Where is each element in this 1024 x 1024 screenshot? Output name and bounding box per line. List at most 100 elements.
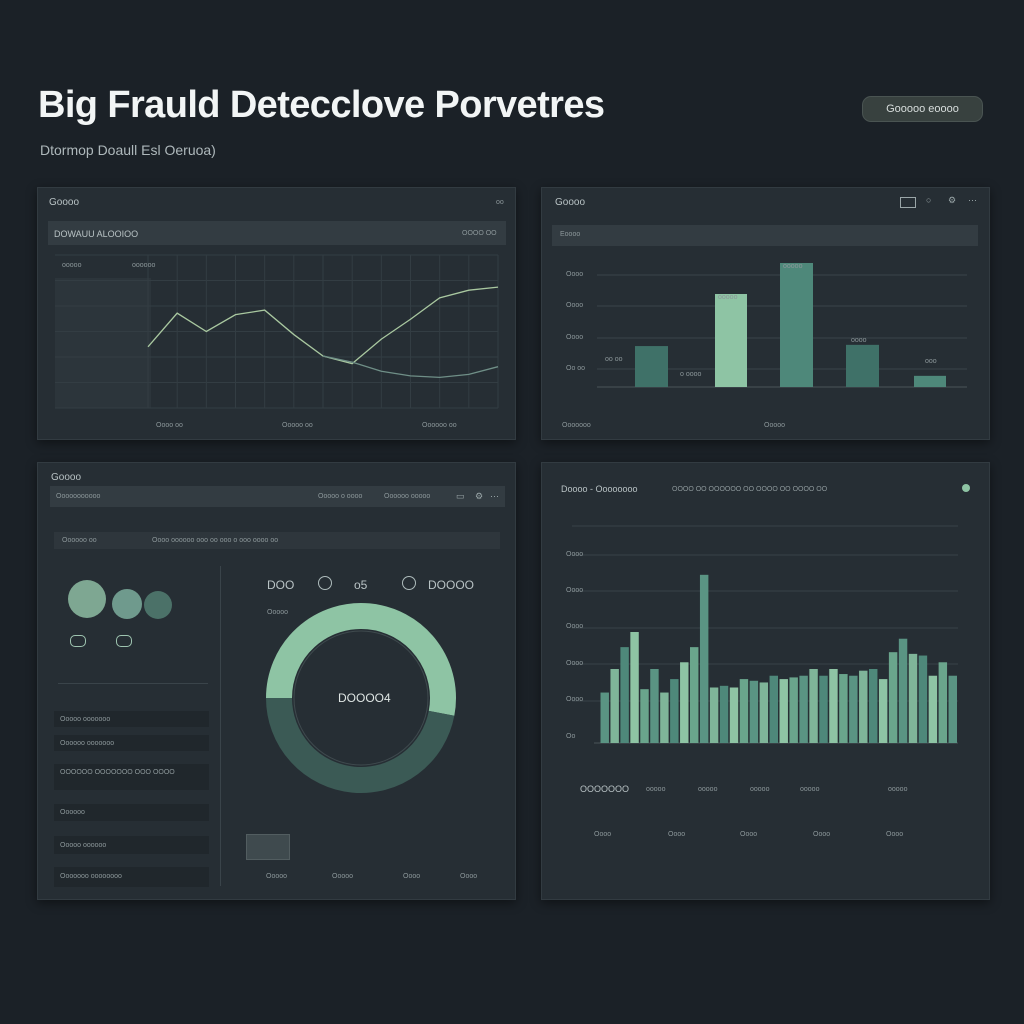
line-chart-panel: Goooo oo DOWAUU ALOOIOO OOOO OO ooooo oo…: [37, 187, 516, 440]
y-axis-label: Oooo: [566, 587, 584, 594]
histogram-bar: [650, 669, 659, 743]
bar: [914, 375, 946, 387]
y-axis-label: Oooo: [566, 660, 584, 667]
histogram-bar: [918, 655, 928, 743]
panel-title: Doooo - Oooooooo: [561, 484, 638, 494]
chart-note: o oooo: [680, 371, 702, 378]
panel-menu-icon[interactable]: oo: [496, 199, 504, 206]
bar-label: ooooo: [783, 263, 803, 270]
header-action-button[interactable]: Gooooo eoooo: [862, 96, 983, 122]
footer-label: Oooo oo: [156, 422, 183, 429]
footer-label: Oooo: [813, 831, 831, 838]
filter-items[interactable]: Oooo oooooo ooo oo ooo o ooo oooo oo: [152, 537, 279, 544]
donut-chart: [266, 603, 456, 793]
legend-label: oooooo: [132, 262, 156, 269]
circle-icon[interactable]: ○: [926, 195, 932, 205]
list-item[interactable]: [54, 836, 209, 854]
status-circle: [68, 580, 106, 618]
page-title: Big Frauld Detecclove Porvetres: [38, 84, 605, 126]
bar-chart-panel: Goooo ○ ⚙ ⋯ Eoooo Oooo Oooo Oooo Oo oo o…: [541, 187, 990, 440]
panel-title: Goooo: [51, 472, 82, 483]
histogram-bar: [690, 647, 699, 743]
histogram-bar: [680, 662, 689, 743]
stat-value: o5: [354, 578, 368, 592]
donut-slice: [266, 603, 456, 716]
histogram-bar: [729, 687, 739, 743]
histogram-bar: [928, 675, 938, 743]
toolbar-filter[interactable]: OOOO OO: [462, 230, 497, 237]
donut-inner-ring: [293, 630, 429, 766]
histogram-bar: [878, 679, 888, 743]
panel-toolbar: [48, 221, 506, 245]
footer-label: Oooo: [594, 831, 612, 838]
status-dot-icon: [962, 484, 970, 492]
page-subtitle: Dtormop Doaull Esl Oeruoa): [40, 142, 216, 158]
panel-title: Goooo: [555, 197, 586, 208]
more-icon[interactable]: ⋯: [968, 195, 977, 205]
histogram-bar: [799, 675, 808, 743]
window-icon[interactable]: [900, 197, 916, 208]
y-axis-label: Oooo: [566, 334, 584, 341]
stat-note: Ooooo: [267, 609, 289, 616]
footer-label: Oooo: [403, 873, 421, 880]
summary-panel: Goooo Ooooooooooo Ooooo o oooo Oooooo oo…: [37, 462, 516, 900]
histogram-panel: Doooo - Oooooooo OOOO OO OOOOOO OO OOOO …: [541, 462, 990, 900]
legend-label: ooooo: [62, 262, 82, 269]
status-circle: [112, 589, 142, 619]
donut-center-label: DOOOO4: [338, 691, 391, 705]
list-item[interactable]: [54, 764, 209, 790]
list-item[interactable]: [54, 711, 209, 727]
bar-chart: [597, 263, 967, 388]
histogram-bar: [699, 574, 709, 743]
list-item[interactable]: [54, 804, 209, 821]
legend-label: ooooo: [800, 786, 820, 793]
settings-icon[interactable]: ⚙: [475, 491, 484, 501]
toolbar-label: Eoooo: [560, 231, 581, 238]
footer-label: Oooo: [740, 831, 758, 838]
histogram-bar: [819, 675, 828, 743]
histogram-bar: [849, 675, 858, 743]
histogram-bar: [719, 685, 729, 743]
histogram-bar: [739, 679, 749, 743]
thumbnail[interactable]: [246, 834, 290, 860]
histogram-bar: [610, 669, 619, 743]
legend-label: ooooo: [888, 786, 908, 793]
mini-toggle-icon[interactable]: [70, 635, 86, 647]
y-axis-label: Oooo: [566, 696, 584, 703]
list-item[interactable]: [54, 867, 209, 887]
legend-label: ooooo: [646, 786, 666, 793]
bar: [715, 294, 747, 387]
mini-toggle-icon[interactable]: [116, 635, 132, 647]
more-icon[interactable]: ⋯: [490, 491, 499, 501]
header-items[interactable]: OOOO OO OOOOOO OO OOOO OO OOOO OO: [672, 486, 828, 493]
histogram-bar: [640, 689, 649, 743]
histogram-bar: [759, 682, 769, 743]
footer-label: Oooo: [460, 873, 478, 880]
bar-label: oo oo: [605, 356, 623, 363]
bar: [635, 346, 668, 387]
bar-label: ooo: [925, 358, 937, 365]
toolbar-label: DOWAUU ALOOIOO: [54, 229, 139, 239]
line-series: [322, 355, 499, 379]
settings-icon[interactable]: ⚙: [948, 195, 957, 205]
bar-label: ooooo: [718, 294, 738, 301]
line-series: [147, 286, 499, 365]
footer-label: Oooooo oo: [422, 422, 457, 429]
footer-label: Oooo: [886, 831, 904, 838]
panel-toolbar: [50, 486, 505, 507]
toolbar-item[interactable]: Oooooo ooooo: [384, 493, 431, 500]
toolbar-item[interactable]: Ooooo o oooo: [318, 493, 363, 500]
histogram-bar: [839, 674, 848, 743]
histogram-bar: [670, 679, 679, 743]
status-circle: [144, 591, 172, 619]
y-axis-label: Oooo: [566, 302, 584, 309]
footer-label: Ooooo oo: [282, 422, 313, 429]
filter-bar[interactable]: [54, 532, 500, 549]
histogram-bar: [829, 669, 838, 743]
list-item[interactable]: [54, 735, 209, 751]
stat-value: DOOOO: [428, 578, 475, 592]
window-icon[interactable]: ▭: [456, 491, 465, 501]
histogram-bar: [859, 670, 868, 743]
histogram-bar: [769, 675, 778, 743]
panel-toolbar: [552, 225, 978, 246]
